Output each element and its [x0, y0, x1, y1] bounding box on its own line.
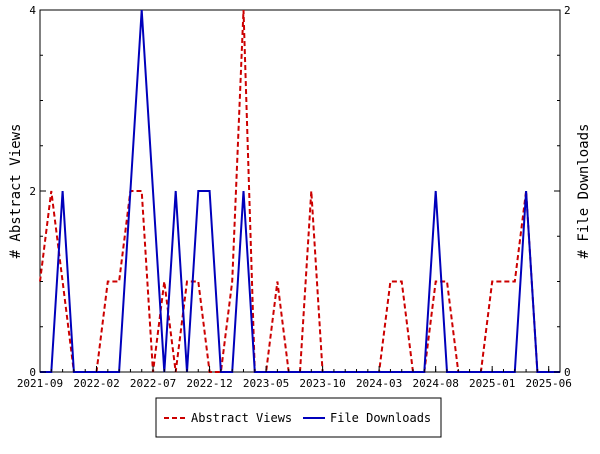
x-tick-label: 2024-03 — [356, 377, 402, 390]
y-left-tick-label: 2 — [29, 185, 36, 198]
x-tick-label: 2023-10 — [299, 377, 345, 390]
legend: Abstract Views File Downloads — [156, 398, 441, 437]
plot-area — [40, 10, 560, 372]
x-tick-label: 2023-05 — [243, 377, 289, 390]
legend-label-abstract-views: Abstract Views — [191, 411, 292, 425]
legend-label-file-downloads: File Downloads — [330, 411, 431, 425]
x-tick-label: 2025-01 — [469, 377, 515, 390]
x-tick-label: 2022-12 — [186, 377, 232, 390]
x-tick-label: 2022-02 — [73, 377, 119, 390]
y-left-tick-label: 4 — [29, 4, 36, 17]
x-tick-label: 2022-07 — [130, 377, 176, 390]
x-tick-label: 2024-08 — [412, 377, 458, 390]
x-tick-label: 2021-09 — [17, 377, 63, 390]
y-axis-left-title: # Abstract Views — [8, 124, 24, 259]
y-right-tick-label: 2 — [564, 4, 571, 17]
y-right-tick-label: 0 — [564, 366, 571, 379]
y-axis-right-title: # File Downloads — [576, 124, 592, 259]
y-left-tick-label: 0 — [29, 366, 36, 379]
